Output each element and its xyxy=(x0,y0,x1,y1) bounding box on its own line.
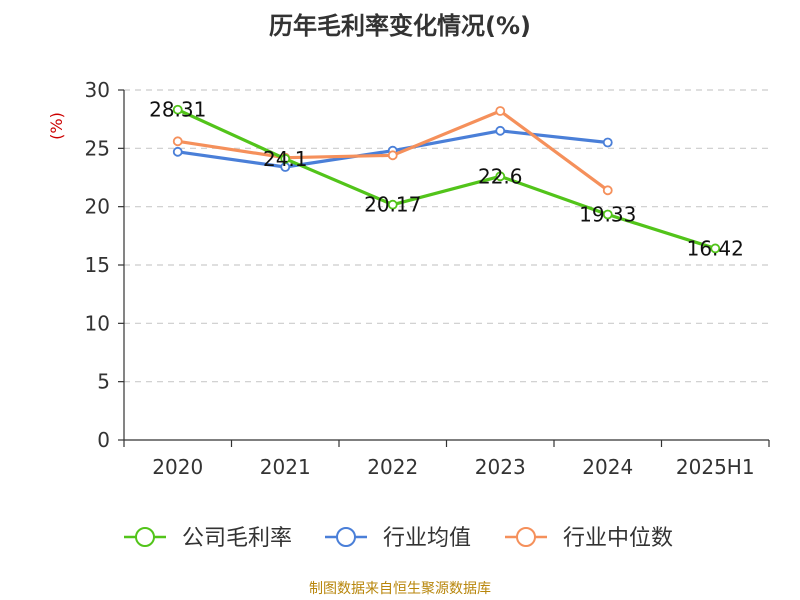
y-tick-label: 10 xyxy=(85,311,110,335)
series-0 xyxy=(172,104,721,254)
data-point xyxy=(710,243,721,254)
legend-item-2: 行业中位数 xyxy=(505,526,673,551)
x-tick-label: 2024 xyxy=(582,455,633,479)
gridlines xyxy=(124,89,769,383)
data-label: 22.6 xyxy=(478,164,523,188)
legend-item-1: 行业均值 xyxy=(325,526,471,551)
data-point xyxy=(172,104,183,115)
y-tick-label: 20 xyxy=(85,195,110,219)
data-source-note: 制图数据来自恒生聚源数据库 xyxy=(309,581,491,597)
data-point xyxy=(172,136,183,147)
data-point xyxy=(387,150,398,161)
legend: 公司毛利率 行业均值 行业中位数 xyxy=(124,526,673,551)
data-labels: 28.31 24.1 20.17 22.6 19.33 16.42 xyxy=(149,98,744,261)
data-point xyxy=(495,125,506,136)
y-tick-label: 15 xyxy=(85,253,110,277)
legend-label: 行业均值 xyxy=(383,526,471,551)
x-tick-label: 2022 xyxy=(367,455,418,479)
y-tick-label: 0 xyxy=(97,428,110,452)
data-label: 28.31 xyxy=(149,98,206,122)
data-label: 19.33 xyxy=(579,202,636,226)
axes: 0 5 10 15 20 25 30 2020 2021 2022 2023 2024 2025H1 (%… xyxy=(47,78,770,479)
legend-label: 行业中位数 xyxy=(563,526,673,551)
data-point xyxy=(495,171,506,182)
data-point xyxy=(602,209,613,220)
data-point xyxy=(602,137,613,148)
data-label: 20.17 xyxy=(364,193,421,217)
y-tick-label: 5 xyxy=(97,370,110,394)
data-label: 16.42 xyxy=(687,236,744,260)
series-2 xyxy=(172,106,613,196)
x-tick-label: 2020 xyxy=(152,455,203,479)
series-line xyxy=(176,108,717,251)
x-tick-label: 2023 xyxy=(475,455,526,479)
data-point xyxy=(602,185,613,196)
y-tick-label: 25 xyxy=(85,136,110,160)
legend-label: 公司毛利率 xyxy=(182,526,292,551)
data-label: 24.1 xyxy=(263,147,308,171)
data-point xyxy=(387,199,398,210)
y-axis-unit-label: (%) xyxy=(47,112,66,140)
x-tick-label: 2021 xyxy=(260,455,311,479)
y-tick-label: 30 xyxy=(85,78,110,102)
series-lines xyxy=(172,104,721,254)
legend-marker xyxy=(336,527,356,547)
legend-marker xyxy=(516,527,536,547)
data-point xyxy=(495,106,506,116)
legend-item-0: 公司毛利率 xyxy=(124,526,292,551)
x-tick-label: 2025H1 xyxy=(676,455,755,479)
legend-marker xyxy=(135,527,155,547)
data-point xyxy=(172,146,183,157)
data-point xyxy=(280,153,291,164)
chart-title: 历年毛利率变化情况(%) xyxy=(269,12,531,40)
